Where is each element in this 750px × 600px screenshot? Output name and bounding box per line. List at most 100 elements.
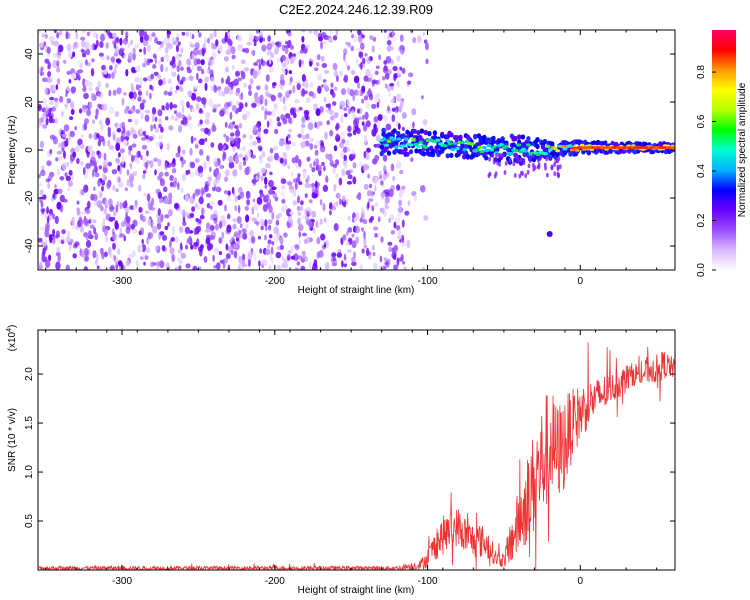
spectrogram-noise-point: [268, 180, 274, 187]
spectrogram-signal-tail: [526, 169, 530, 175]
spectrogram-noise-point: [112, 32, 117, 38]
spectrogram-noise-point: [212, 254, 215, 262]
spectrogram-noise-point: [185, 245, 188, 250]
figure-title: C2E2.2024.246.12.39.R09: [279, 2, 433, 17]
spectrogram-noise-point: [163, 198, 169, 205]
spectrogram-noise-point: [333, 201, 336, 208]
spectrogram-signal-core: [447, 142, 453, 146]
spectrogram-noise-point: [96, 133, 100, 139]
spectrogram-noise-point: [210, 205, 213, 210]
spectrogram-noise-point: [309, 184, 312, 188]
spectrogram-signal-tail: [556, 164, 560, 170]
spectrogram-noise-point: [174, 266, 178, 270]
spectrogram-noise-point: [211, 125, 217, 132]
colorbar-tick-label: 0.6: [696, 114, 707, 128]
spectrogram-signal-point: [463, 144, 469, 150]
spectrogram-noise-point: [185, 210, 189, 217]
spectrogram-noise-point: [265, 91, 270, 97]
spectrogram-noise-point: [414, 194, 418, 202]
spectrogram-noise-point: [213, 30, 217, 38]
spectrogram-noise-point: [268, 66, 274, 73]
spectrogram-noise-point: [305, 97, 311, 104]
spectrogram-noise-point: [108, 89, 112, 97]
spectrogram-noise-point: [275, 103, 278, 112]
spectrogram-noise-point: [370, 192, 375, 197]
spectrogram-noise-point: [355, 236, 359, 244]
spectrogram-noise-point: [165, 42, 171, 48]
spectrogram-noise-point: [401, 112, 407, 119]
spectrogram-signal-tail: [546, 172, 549, 178]
spectrogram-noise-point: [300, 89, 306, 97]
spectrogram-noise-point: [76, 200, 80, 205]
spectrogram-noise-point: [374, 154, 380, 162]
spectrogram-noise-point: [297, 195, 300, 204]
spectrogram-noise-point: [352, 162, 357, 169]
spectrogram-noise-point: [109, 265, 115, 270]
spectrogram-noise-point: [85, 163, 91, 170]
spectrogram-noise-point: [44, 213, 48, 219]
spectrogram-noise-point: [154, 169, 157, 176]
spectrogram-noise-point: [70, 101, 75, 109]
spectrogram-noise-point: [242, 113, 248, 121]
spectrogram-noise-point: [248, 141, 254, 147]
spectrogram-noise-point: [58, 30, 63, 36]
spectrogram-noise-point: [116, 87, 122, 95]
spectrogram-noise-point: [302, 171, 307, 179]
spectrogram-noise-point: [195, 139, 200, 145]
spectrogram-signal-tail: [512, 161, 516, 167]
spectrogram-noise-point: [227, 125, 231, 129]
spectrogram-noise-point: [256, 68, 261, 76]
spectrogram-noise-point: [373, 116, 379, 123]
spectrogram-noise-point: [298, 159, 302, 168]
spectrogram-noise-point: [264, 176, 268, 185]
spectrogram-noise-point: [299, 106, 303, 111]
spectrogram-noise-point: [224, 66, 230, 73]
spectrogram-noise-point: [179, 85, 182, 90]
spectrogram-noise-point: [371, 103, 377, 109]
spectrogram-signal-core: [394, 145, 399, 149]
spectrogram-signal-tail: [488, 156, 491, 162]
spectrogram-noise-point: [271, 241, 275, 246]
spectrogram-signal-point: [394, 148, 399, 154]
spectrogram-noise-point: [118, 233, 124, 239]
spectrogram-signal-tail: [544, 165, 547, 171]
spectrogram-noise-point: [65, 236, 71, 244]
spectrogram-noise-point: [198, 139, 204, 146]
spectrogram-signal-core: [508, 152, 514, 156]
spectrogram-signal-point: [381, 127, 386, 133]
spectrogram-noise-point: [264, 84, 269, 91]
spectrogram-noise-point: [273, 145, 278, 151]
spectrogram-noise-point: [293, 253, 299, 262]
spectrogram-noise-point: [125, 259, 130, 267]
spectrogram-noise-point: [112, 242, 116, 250]
spectrogram-noise-point: [225, 135, 230, 143]
spectrogram-noise-point: [257, 131, 261, 138]
spectrogram-noise-point: [229, 100, 233, 107]
spectrogram-noise-point: [117, 165, 121, 172]
spectrogram-noise-point: [263, 113, 268, 120]
spectrogram-noise-point: [257, 125, 261, 133]
snr-panel: -300 -200 -100 0 0.51.01.52.0 Height of str…: [6, 325, 676, 596]
spectrogram-noise-point: [83, 184, 89, 193]
spectrogram-noise-point: [104, 236, 109, 243]
spectrogram-noise-point: [357, 30, 362, 35]
spectrogram-noise-point: [133, 93, 137, 98]
spectrogram-noise-point: [144, 109, 151, 114]
spectrogram-noise-point: [366, 147, 371, 153]
spectrogram-noise-point: [300, 258, 305, 263]
spectrogram-signal-core: [413, 142, 419, 146]
spectrogram-signal-point: [408, 149, 414, 155]
spectrogram-noise-point: [86, 108, 92, 117]
spectrogram-signal-core: [547, 148, 553, 152]
spectrogram-noise-point: [54, 215, 59, 225]
spectrogram-noise-point: [114, 257, 120, 266]
spectrogram-noise-point: [371, 79, 377, 85]
spectrogram-noise-point: [164, 66, 169, 72]
spectrogram-noise-point: [55, 157, 59, 162]
spectrogram-noise-point: [325, 109, 330, 113]
spectrogram-noise-point: [361, 98, 364, 104]
spectrogram-noise-point: [324, 217, 327, 223]
spectrogram-noise-point: [210, 214, 215, 221]
spectrogram-noise-point: [284, 48, 289, 54]
